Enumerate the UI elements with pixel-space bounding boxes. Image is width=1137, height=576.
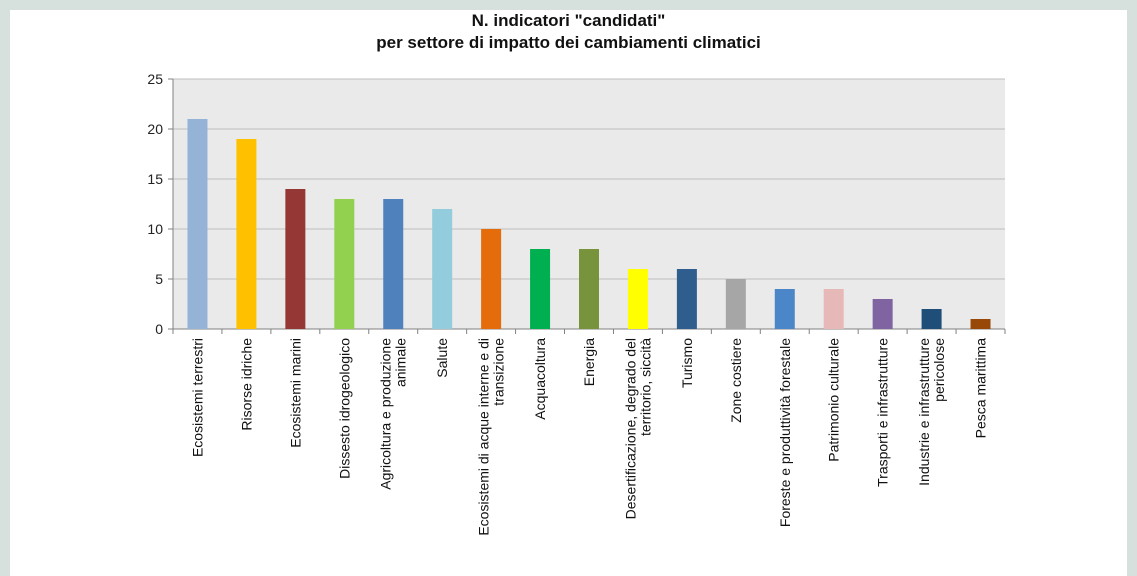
x-tick-label-line: Acquacoltura bbox=[532, 338, 548, 420]
x-tick-label-line: Ecosistemi marini bbox=[287, 338, 303, 448]
bar bbox=[334, 199, 355, 329]
bar bbox=[627, 269, 648, 329]
y-tick-label: 0 bbox=[155, 321, 163, 337]
bar bbox=[481, 229, 502, 329]
bar bbox=[530, 249, 551, 329]
y-tick-label: 15 bbox=[147, 171, 163, 187]
bar bbox=[579, 249, 599, 329]
x-tick-label-line: Patrimonio culturale bbox=[826, 338, 842, 462]
x-tick-label: Acquacoltura bbox=[532, 338, 548, 420]
bar bbox=[872, 299, 893, 329]
x-tick-label: Ecosistemi di acque interne e di transizi… bbox=[476, 338, 507, 536]
bar bbox=[187, 119, 208, 329]
y-tick-label: 5 bbox=[155, 271, 163, 287]
bar bbox=[285, 189, 306, 329]
chart-title: N. indicatori "candidati" per settore di… bbox=[0, 10, 1137, 54]
x-tick-label-line: Agricoltura e produzione bbox=[378, 338, 394, 490]
x-tick-label-line: Ecosistemi di acque interne e di bbox=[476, 338, 492, 536]
x-tick-label: Trasporti e infrastrutture bbox=[875, 338, 891, 487]
x-tick-label: Desertificazione, degrado del territorio,… bbox=[622, 338, 653, 520]
x-tick-label-line: Trasporti e infrastrutture bbox=[875, 338, 891, 487]
x-tick-label: Ecosistemi marini bbox=[287, 338, 303, 448]
x-tick-label: Zone costiere bbox=[728, 338, 744, 423]
x-tick-label: Patrimonio culturale bbox=[826, 338, 842, 462]
bar bbox=[774, 289, 795, 329]
x-tick-label-line: Risorse idriche bbox=[238, 338, 254, 431]
x-tick-label: Foreste e produttività forestale bbox=[777, 338, 793, 527]
x-tick-label: Pesca marittima bbox=[973, 338, 989, 439]
x-tick-label-line: Ecosistemi terrestri bbox=[189, 338, 205, 457]
x-tick-label-line: Desertificazione, degrado del bbox=[622, 338, 638, 519]
x-tick-label: Ecosistemi terrestri bbox=[189, 338, 205, 457]
x-tick-label-line: transizione bbox=[491, 338, 507, 406]
x-tick-label: Agricoltura e produzione animale bbox=[378, 338, 409, 490]
x-tick-label-line: Energia bbox=[581, 338, 597, 386]
x-tick-label-line: Industrie e infrastrutture bbox=[916, 338, 932, 486]
chart-title-line-2: per settore di impatto dei cambiamenti c… bbox=[376, 33, 761, 52]
bar bbox=[970, 319, 991, 329]
bar bbox=[236, 139, 257, 329]
bar bbox=[432, 209, 453, 329]
x-tick-label-line: Foreste e produttività forestale bbox=[777, 338, 793, 527]
bar bbox=[676, 269, 697, 329]
bar bbox=[383, 199, 404, 329]
x-tick-label-line: Pesca marittima bbox=[973, 338, 989, 439]
y-tick-label: 20 bbox=[147, 121, 163, 137]
y-tick-label: 10 bbox=[147, 221, 163, 237]
x-tick-label-line: Salute bbox=[434, 338, 450, 378]
chart-title-line-1: N. indicatori "candidati" bbox=[471, 11, 666, 30]
x-tick-label: Energia bbox=[581, 338, 597, 386]
x-tick-label-line: Zone costiere bbox=[728, 338, 744, 423]
bar bbox=[725, 279, 746, 329]
x-tick-label: Turismo bbox=[679, 338, 695, 388]
x-tick-label-line: Dissesto idrogeologico bbox=[336, 338, 352, 479]
x-tick-label: Dissesto idrogeologico bbox=[336, 338, 352, 479]
bar bbox=[823, 289, 844, 329]
x-tick-label-line: territorio, siccità bbox=[637, 338, 653, 436]
x-tick-label: Industrie e infrastrutture pericolose bbox=[916, 338, 947, 486]
x-tick-label-line: animale bbox=[393, 338, 409, 387]
y-tick-label: 25 bbox=[147, 71, 163, 87]
bar bbox=[921, 309, 942, 329]
x-tick-label: Salute bbox=[434, 338, 450, 378]
x-tick-label-line: pericolose bbox=[931, 338, 947, 402]
x-tick-label-line: Turismo bbox=[679, 338, 695, 388]
x-tick-label: Risorse idriche bbox=[238, 338, 254, 431]
